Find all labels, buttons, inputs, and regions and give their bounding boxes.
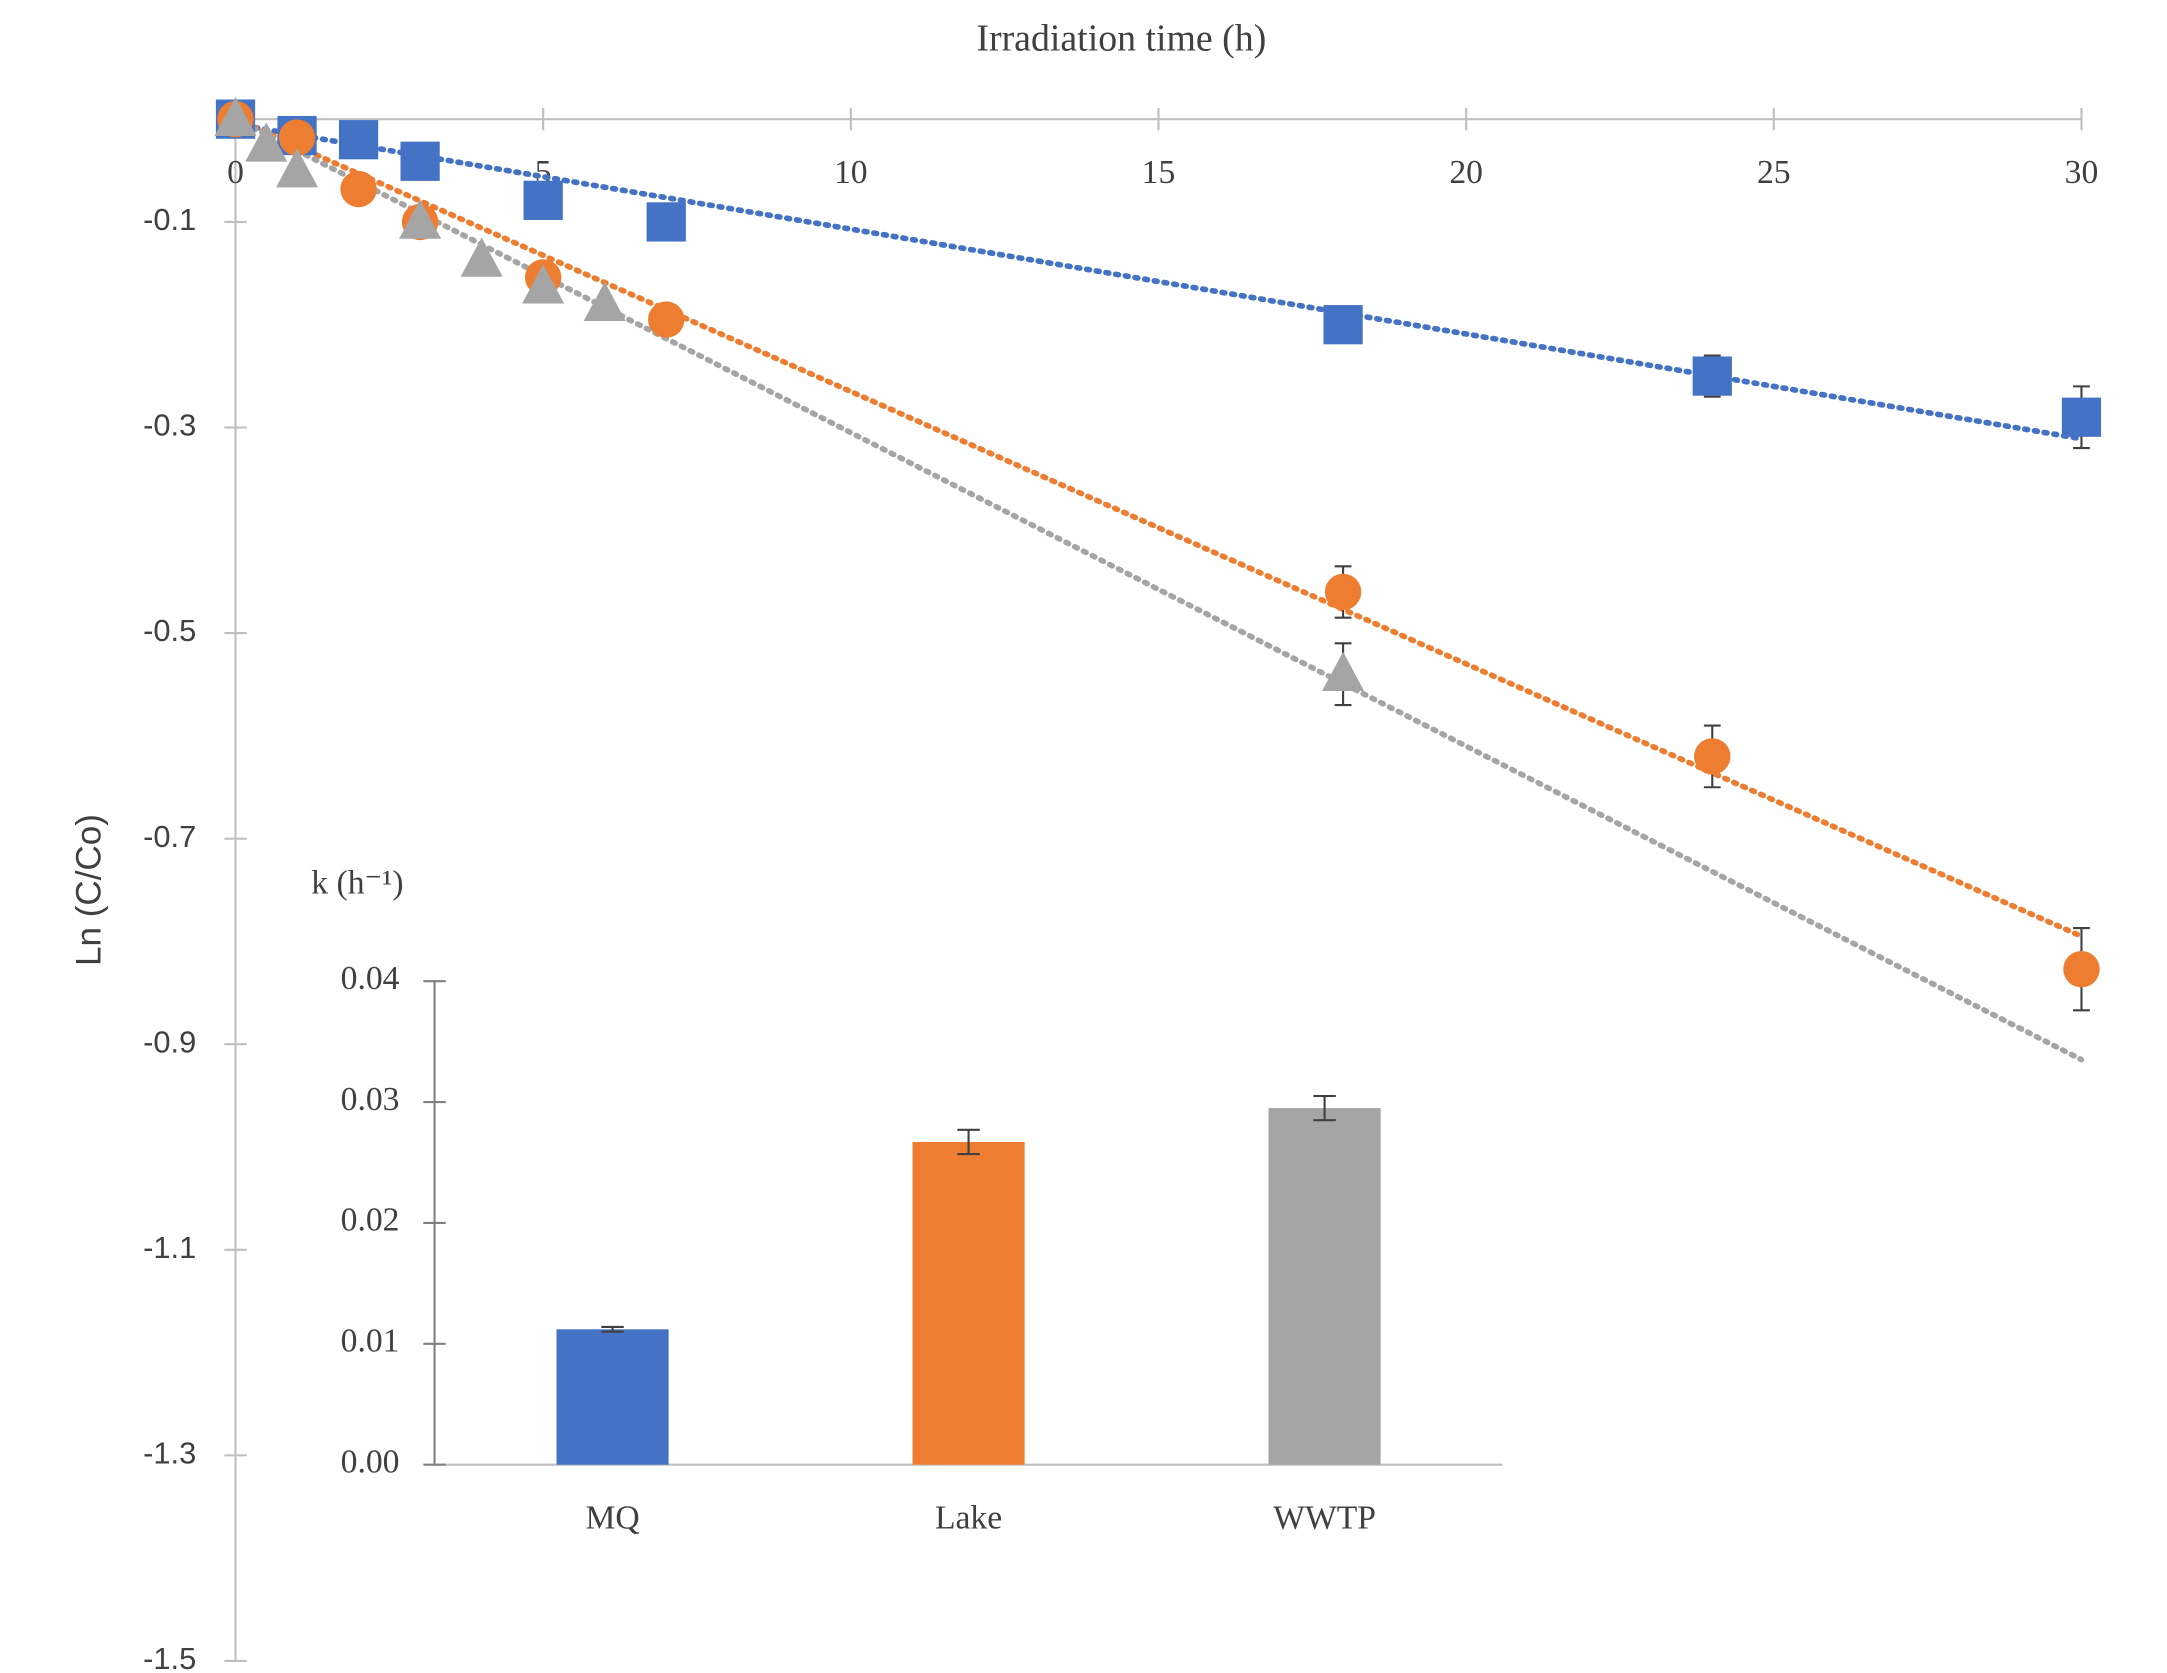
error-bar [1313, 1094, 1336, 1122]
y-axis-title: Ln (C/Co) [69, 814, 108, 966]
y-tick-label: -1.3 [143, 1436, 196, 1471]
marker [2063, 950, 2100, 988]
x-axis-title: Irradiation time (h) [976, 18, 1266, 60]
x-tick-label: 0 [227, 154, 244, 191]
inset-y-tick-label: 0.01 [341, 1323, 400, 1360]
inset-y-tick-label: 0.02 [341, 1202, 400, 1239]
inset-y-axis-title: k (h⁻¹) [311, 865, 403, 902]
marker [1694, 738, 1731, 775]
x-tick-label: 10 [834, 154, 868, 191]
error-bar [601, 1325, 624, 1333]
marker [523, 180, 563, 220]
y-tick-label: -1.5 [143, 1641, 196, 1673]
marker [1322, 651, 1365, 692]
marker [1323, 305, 1363, 345]
x-tick-label: Lake [935, 1500, 1002, 1537]
marker [338, 120, 379, 160]
marker [400, 141, 440, 181]
marker [460, 237, 503, 277]
x-tick-label: 30 [2065, 154, 2099, 191]
y-tick-label: -1.1 [143, 1230, 196, 1265]
trendline [232, 121, 2085, 442]
bar [1268, 1108, 1381, 1465]
bar [556, 1329, 669, 1465]
marker [2061, 397, 2102, 437]
trendline [232, 116, 2085, 940]
marker [340, 170, 377, 208]
marker [399, 199, 442, 239]
x-tick-label: 25 [1757, 154, 1791, 191]
marker [245, 122, 288, 162]
x-tick-label: 15 [1142, 154, 1176, 191]
x-tick-label: WWTP [1273, 1500, 1376, 1537]
marker [583, 281, 626, 321]
marker [646, 202, 686, 242]
x-tick-label: 20 [1449, 154, 1483, 191]
y-tick-label: -0.3 [143, 408, 196, 443]
marker [276, 148, 319, 188]
bar [912, 1141, 1025, 1465]
inset-y-tick-label: 0.03 [341, 1081, 400, 1118]
y-tick-label: -0.1 [143, 202, 196, 237]
y-tick-label: -0.7 [143, 819, 196, 854]
y-tick-label: -0.5 [143, 613, 196, 648]
error-bar [957, 1128, 980, 1156]
marker [1692, 356, 1732, 396]
inset-y-tick-label: 0.00 [341, 1443, 400, 1480]
marker [648, 301, 685, 338]
x-tick-label: MQ [585, 1500, 639, 1537]
inset-y-tick-label: 0.04 [341, 960, 400, 997]
y-tick-label: -0.9 [143, 1024, 196, 1059]
marker [1324, 573, 1362, 611]
marker [214, 96, 257, 136]
marker [278, 119, 316, 156]
marker [522, 264, 565, 304]
